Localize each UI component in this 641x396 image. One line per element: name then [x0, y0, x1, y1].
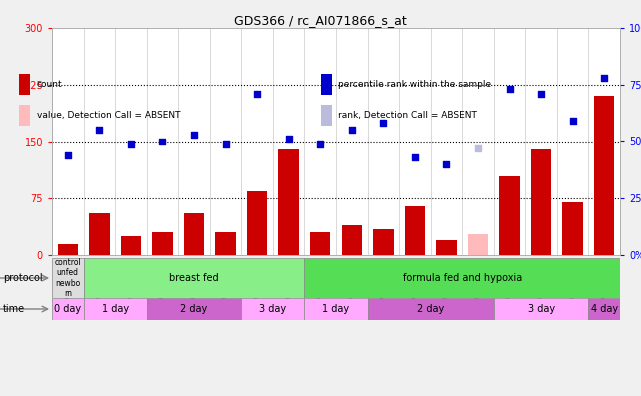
Point: [567, 118, 578, 124]
Bar: [342, 225, 362, 255]
Text: formula fed and hypoxia: formula fed and hypoxia: [403, 273, 522, 283]
Point: [473, 145, 483, 152]
Point: [441, 161, 451, 168]
Bar: [278, 149, 299, 255]
Text: breast fed: breast fed: [169, 273, 219, 283]
Text: 0 day: 0 day: [54, 304, 81, 314]
Point: [126, 141, 136, 147]
Point: [378, 120, 388, 126]
Text: percentile rank within the sample: percentile rank within the sample: [338, 80, 491, 89]
Text: 1 day: 1 day: [101, 304, 129, 314]
Bar: [320, 105, 332, 126]
Text: 3 day: 3 day: [260, 304, 287, 314]
Bar: [304, 258, 620, 298]
Text: 4 day: 4 day: [590, 304, 618, 314]
Bar: [152, 232, 172, 255]
Point: [221, 141, 231, 147]
Bar: [19, 105, 30, 126]
Point: [599, 75, 610, 81]
Bar: [52, 298, 83, 320]
Point: [94, 127, 104, 133]
Bar: [404, 206, 425, 255]
Bar: [499, 175, 520, 255]
Point: [189, 131, 199, 138]
Bar: [52, 258, 83, 298]
Point: [315, 141, 326, 147]
Text: protocol: protocol: [3, 273, 43, 283]
Text: 2 day: 2 day: [180, 304, 208, 314]
Bar: [83, 258, 304, 298]
Text: time: time: [3, 304, 26, 314]
Bar: [562, 202, 583, 255]
Point: [157, 138, 167, 145]
Point: [347, 127, 357, 133]
Bar: [121, 236, 141, 255]
Bar: [588, 298, 620, 320]
Point: [252, 91, 262, 97]
Bar: [310, 232, 331, 255]
Point: [410, 154, 420, 160]
Bar: [367, 298, 494, 320]
Point: [283, 136, 294, 143]
Text: rank, Detection Call = ABSENT: rank, Detection Call = ABSENT: [338, 111, 477, 120]
Point: [536, 91, 546, 97]
Bar: [531, 149, 551, 255]
Bar: [320, 74, 332, 95]
Text: 1 day: 1 day: [322, 304, 349, 314]
Point: [504, 86, 515, 92]
Bar: [494, 298, 588, 320]
Bar: [594, 96, 615, 255]
Bar: [436, 240, 456, 255]
Bar: [184, 213, 204, 255]
Point: [63, 152, 73, 158]
Bar: [19, 74, 30, 95]
Bar: [215, 232, 236, 255]
Text: 3 day: 3 day: [528, 304, 554, 314]
Bar: [241, 298, 304, 320]
Text: control
unfed
newbo
rn: control unfed newbo rn: [54, 258, 81, 298]
Bar: [147, 298, 241, 320]
Text: value, Detection Call = ABSENT: value, Detection Call = ABSENT: [37, 111, 180, 120]
Text: 2 day: 2 day: [417, 304, 444, 314]
Bar: [58, 244, 78, 255]
Bar: [373, 228, 394, 255]
Text: GDS366 / rc_AI071866_s_at: GDS366 / rc_AI071866_s_at: [234, 14, 407, 27]
Bar: [247, 191, 267, 255]
Text: count: count: [37, 80, 62, 89]
Bar: [304, 298, 367, 320]
Bar: [89, 213, 110, 255]
Bar: [468, 234, 488, 255]
Bar: [83, 298, 147, 320]
